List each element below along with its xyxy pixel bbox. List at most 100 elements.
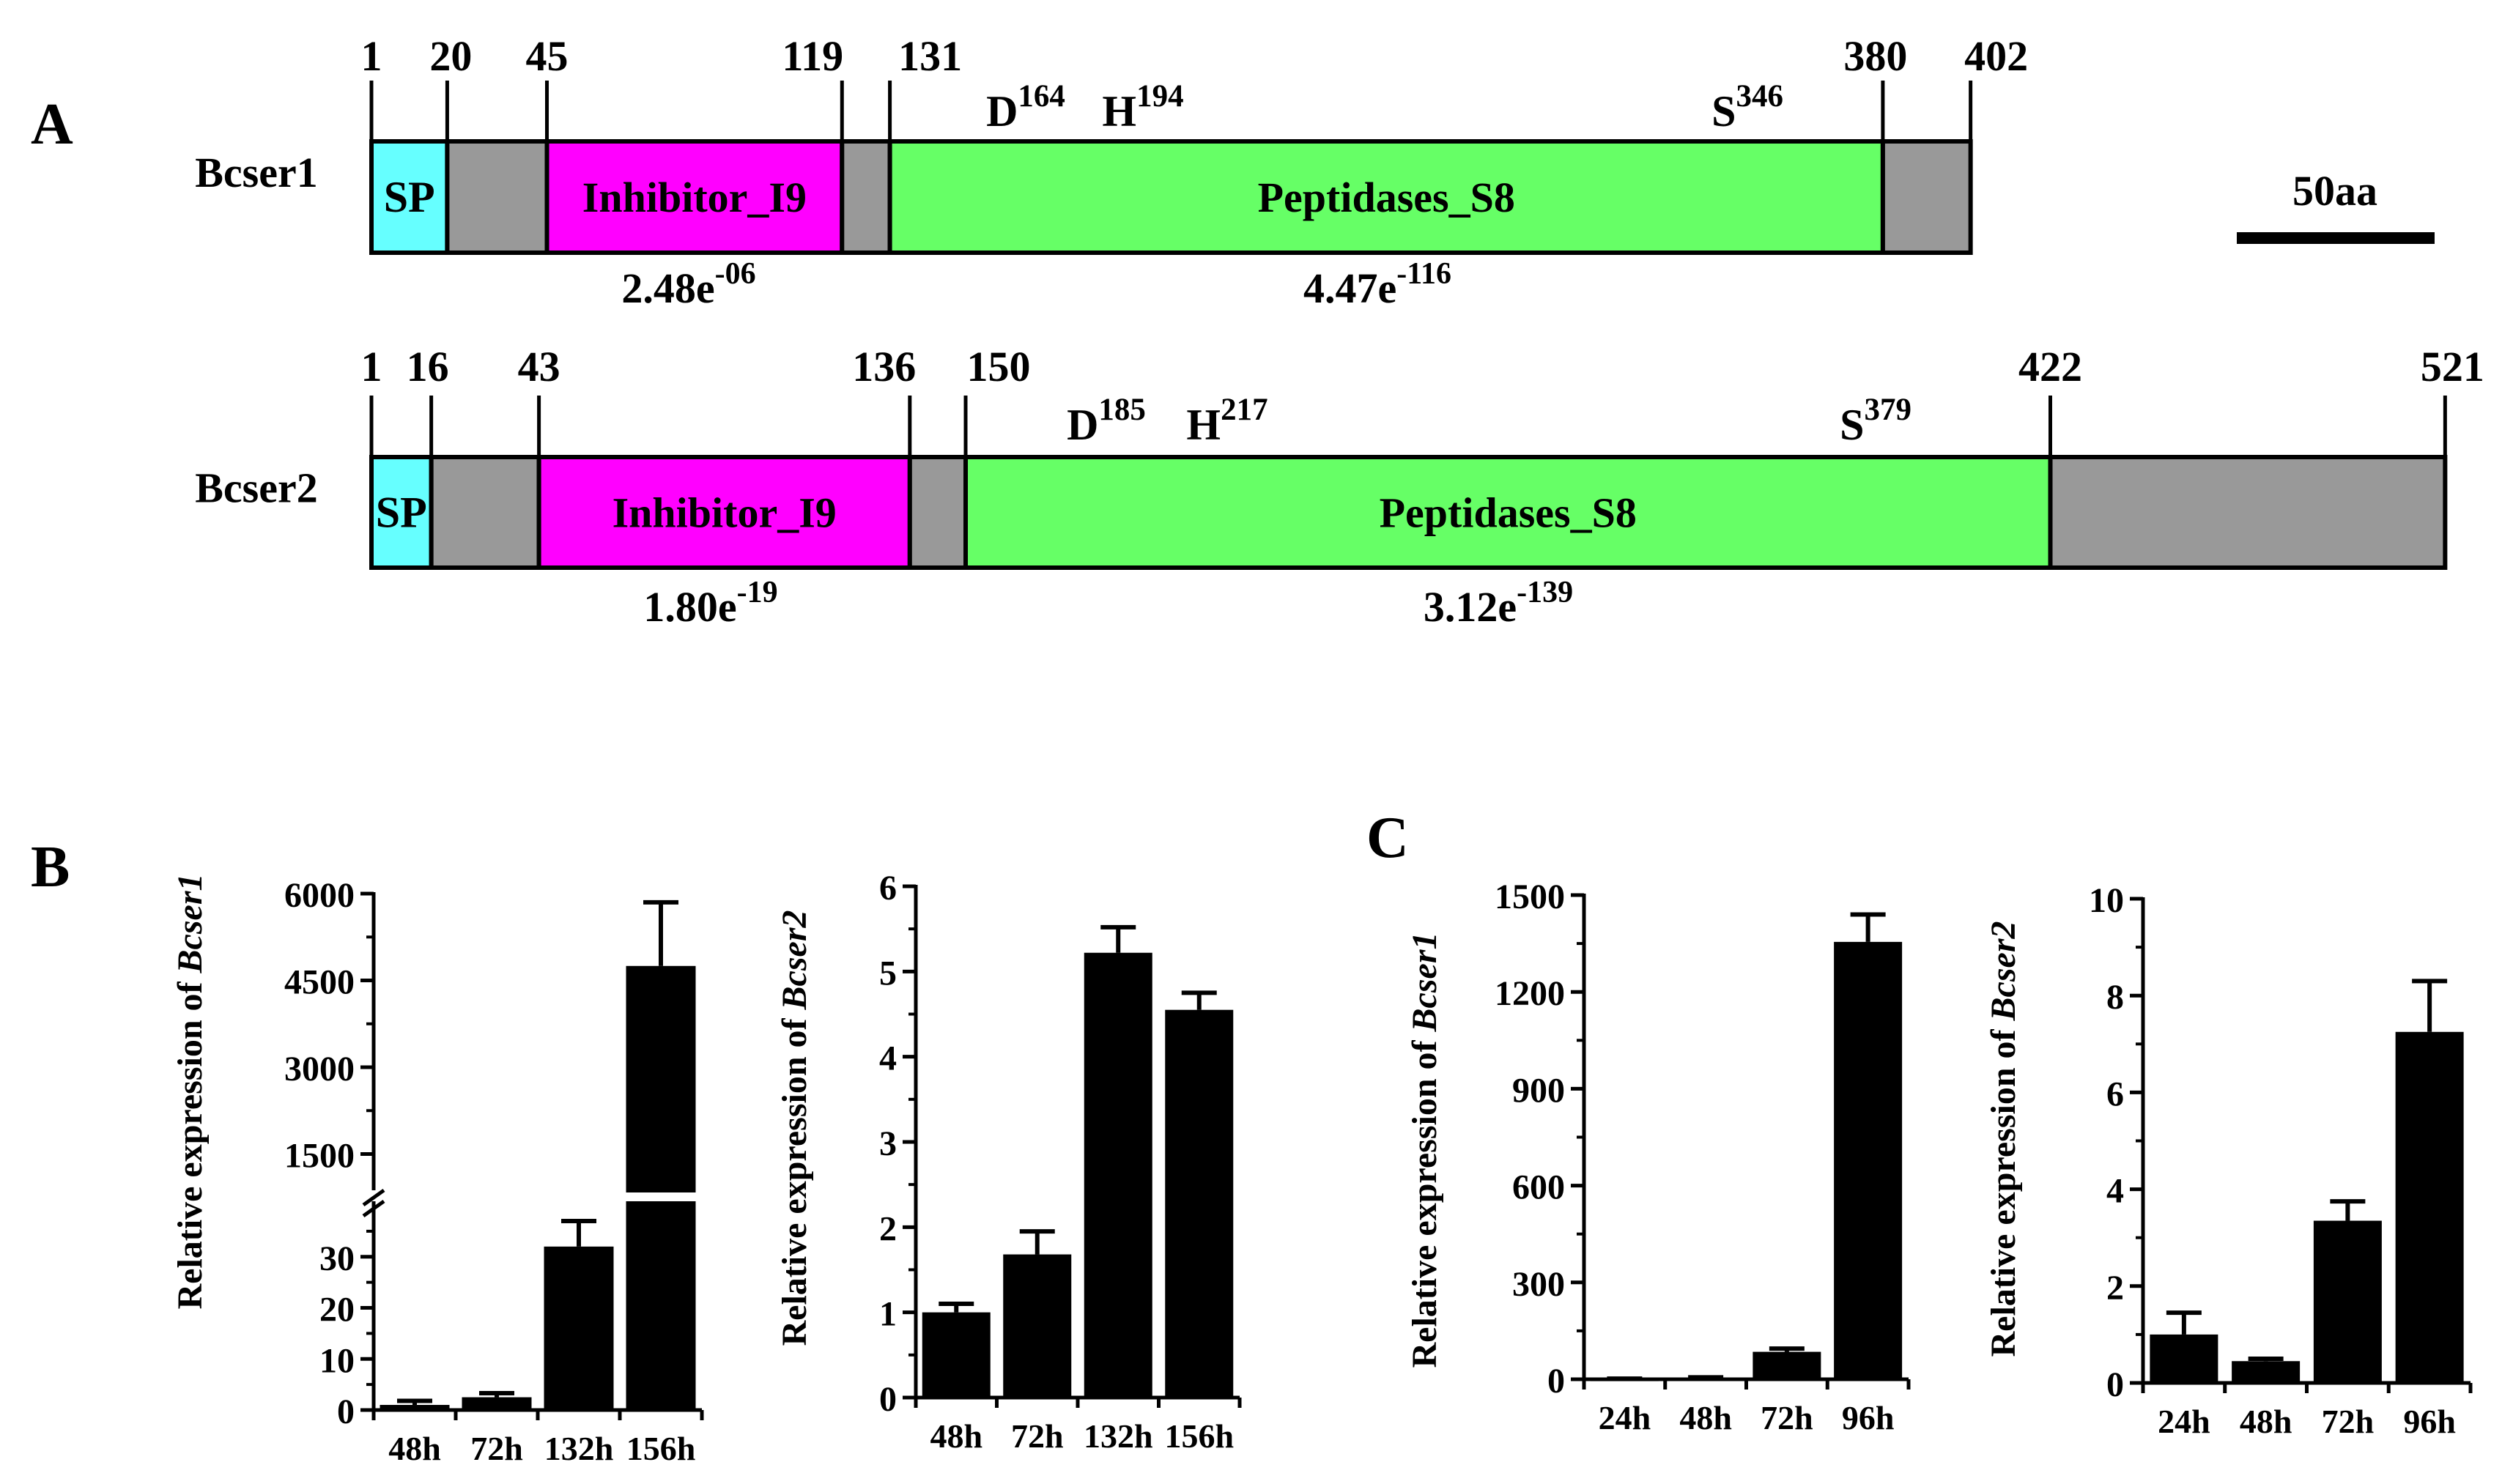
y-tick-label: 0	[1547, 1362, 1565, 1400]
axis-break-gap	[624, 1192, 697, 1201]
x-tick-label: 132h	[1084, 1417, 1153, 1455]
position-label: 422	[2018, 343, 2082, 390]
y-tick-label: 3000	[284, 1050, 355, 1088]
x-tick-label: 48h	[388, 1430, 441, 1467]
bar-132h	[1084, 952, 1152, 1398]
x-tick-label: 72h	[1761, 1399, 1813, 1436]
bar-48h	[922, 1312, 991, 1398]
bar-156h	[1165, 1009, 1234, 1398]
domain-peptidases-s8	[963, 455, 2053, 570]
position-label: 402	[1964, 32, 2028, 80]
y-tick-label: 0	[879, 1380, 897, 1419]
position-label: 1	[361, 343, 382, 390]
position-label: 521	[2421, 343, 2484, 390]
bar-48h	[380, 1405, 450, 1410]
x-tick-label: 96h	[2403, 1403, 2456, 1440]
bar-72h	[1753, 1351, 1821, 1379]
y-tick-label: 2	[2106, 1269, 2124, 1307]
x-tick-label: 132h	[544, 1430, 614, 1467]
y-tick-label: 6000	[284, 876, 355, 915]
scale-bar-label: 50aa	[2292, 167, 2377, 215]
x-tick-label: 72h	[2322, 1403, 2375, 1440]
bar-chart-c1: 0 300 600 900 1200 1500 24h 48h 72h 96h Relative e…	[1405, 878, 1911, 1436]
x-tick-label: 72h	[470, 1430, 523, 1467]
y-tick-label: 6	[879, 869, 897, 908]
bar-48h	[2232, 1361, 2301, 1383]
y-axis-label: Relative expression of Bcser1	[171, 873, 210, 1309]
y-tick-label: 0	[2106, 1365, 2124, 1404]
domain-label: Peptidases_S8	[1380, 489, 1637, 537]
position-label: 16	[407, 343, 449, 390]
position-label: 136	[852, 343, 916, 390]
bar-96h	[2395, 1031, 2464, 1383]
bar-chart-b2: 0 1 2 3 4 5 6 48h 72h 132h 156h Relative expression…	[775, 869, 1242, 1455]
active-site-s: S379	[1840, 393, 1911, 449]
y-tick-label: 0	[337, 1392, 355, 1431]
y-tick-label: 6	[2106, 1075, 2124, 1113]
y-tick-label: 4	[2106, 1172, 2124, 1211]
y-tick-label: 1500	[284, 1137, 355, 1176]
active-site-s: S346	[1711, 79, 1783, 136]
y-tick-label: 2	[879, 1209, 897, 1248]
y-tick-label: 900	[1512, 1071, 1565, 1110]
evalue-label: 4.47e-116	[1303, 257, 1451, 312]
y-tick-label: 4500	[284, 963, 355, 1002]
protein-name: Bcser2	[195, 464, 318, 512]
y-tick-label: 1	[879, 1295, 897, 1334]
bar-96h	[1834, 941, 1903, 1379]
position-label: 43	[518, 343, 560, 390]
y-tick-label: 5	[879, 954, 897, 993]
domain-label: Inhibitor_I9	[612, 489, 837, 537]
y-tick-label: 10	[2089, 881, 2124, 920]
y-tick-label: 8	[2106, 978, 2124, 1017]
bar-132h	[544, 1246, 614, 1410]
y-axis-label: Relative expression of Bcser2	[775, 910, 814, 1346]
y-tick-label: 20	[319, 1291, 355, 1329]
position-label: 45	[525, 32, 568, 80]
active-site-h: H217	[1186, 393, 1267, 449]
domain-linker	[429, 455, 541, 570]
panel-label-b: B	[31, 835, 70, 899]
domain-linker	[840, 139, 892, 255]
y-tick-label: 300	[1512, 1265, 1565, 1304]
domain-linker	[2048, 455, 2448, 570]
position-label: 380	[1843, 32, 1907, 80]
axis-break-mark	[362, 1188, 385, 1207]
active-site-d: D164	[986, 79, 1065, 136]
y-tick-label: 3	[879, 1124, 897, 1163]
x-tick-label: 48h	[2240, 1403, 2292, 1440]
x-tick-label: 156h	[1164, 1417, 1234, 1455]
bar-72h	[1003, 1254, 1072, 1398]
domain-label: Peptidases_S8	[1258, 174, 1515, 221]
domain-label: SP	[376, 489, 427, 537]
x-tick-label: 24h	[2158, 1403, 2210, 1440]
domain-inhibitor-i9	[544, 139, 845, 255]
evalue-label: 3.12e-139	[1424, 576, 1573, 631]
bar-24h	[2150, 1334, 2218, 1383]
y-axis-label: Relative expression of Bcser2	[1984, 921, 2023, 1357]
domain-linker	[445, 139, 549, 255]
y-axis-label: Relative expression of Bcser1	[1405, 932, 1444, 1368]
protein-name: Bcser1	[195, 149, 318, 196]
position-label: 150	[967, 343, 1031, 390]
active-site-h: H194	[1102, 79, 1183, 136]
evalue-label: 2.48e-06	[621, 257, 755, 312]
y-tick-label: 1200	[1495, 974, 1565, 1013]
bar-156h	[626, 965, 696, 1410]
protein-map-bcser1: Bcser1 SP Inhibitor_I9 Peptidases_S8 1 20 45 11…	[195, 32, 2028, 312]
y-tick-label: 10	[319, 1341, 355, 1380]
position-label: 119	[782, 32, 843, 80]
x-tick-label: 48h	[930, 1417, 982, 1455]
protein-map-bcser2: Bcser2 SP Inhibitor_I9 Peptidases_S8 1 16 43 13…	[195, 343, 2484, 631]
x-tick-label: 72h	[1011, 1417, 1064, 1455]
active-site-d: D185	[1067, 393, 1146, 449]
domain-linker	[1880, 139, 1973, 255]
y-tick-label: 30	[319, 1239, 355, 1278]
y-tick-label: 4	[879, 1039, 897, 1078]
domain-peptidases-s8	[887, 139, 1885, 255]
domain-label: SP	[384, 173, 435, 221]
bar-chart-b1: 0 10 20 30 1500 3000 4500 6000 48h 72h 132h 156h Rel…	[171, 873, 704, 1467]
x-tick-label: 48h	[1679, 1399, 1732, 1436]
panel-label-c: C	[1366, 806, 1409, 870]
